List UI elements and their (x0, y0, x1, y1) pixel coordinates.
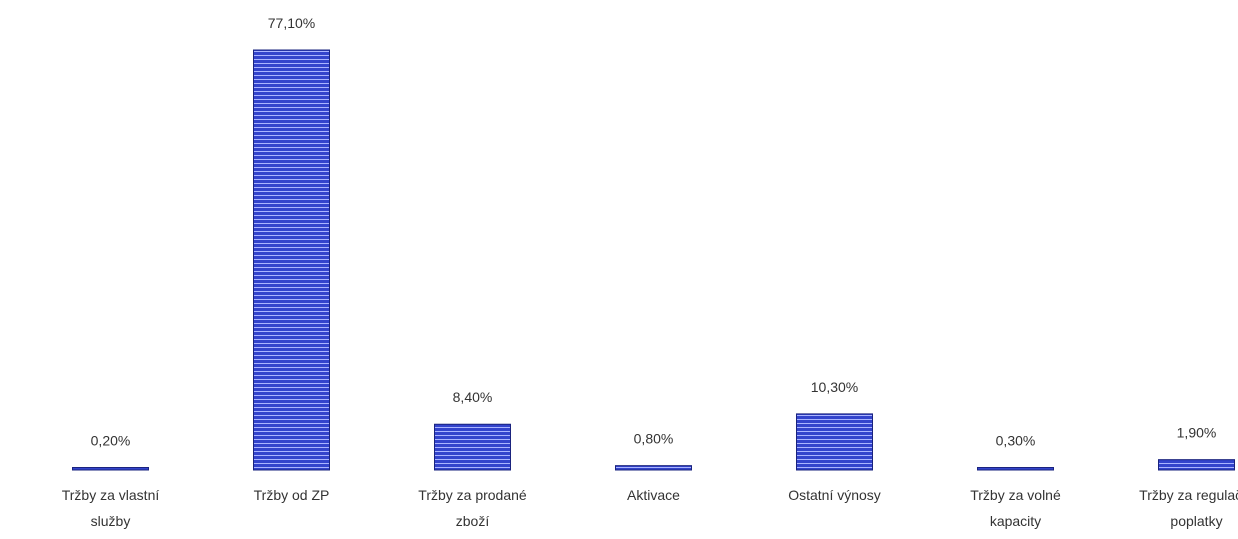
bar-0 (72, 467, 149, 471)
data-label-6: 1,90% (1177, 425, 1217, 441)
bar-1 (253, 49, 330, 471)
bar-3 (615, 465, 692, 471)
bar-4 (796, 413, 873, 471)
data-label-3: 0,80% (634, 431, 674, 447)
labels-layer: 0,20% Tržby za vlastní služby 77,10% Tržby o… (62, 15, 1238, 529)
category-label-0: Tržby za vlastní služby (62, 487, 160, 529)
category-label-3: Aktivace (627, 487, 680, 503)
bar-5 (977, 467, 1054, 471)
data-label-5: 0,30% (996, 433, 1036, 449)
data-label-1: 77,10% (268, 15, 315, 31)
category-label-4: Ostatní výnosy (788, 487, 881, 503)
data-label-0: 0,20% (91, 433, 131, 449)
data-label-4: 10,30% (811, 379, 858, 395)
bar-6 (1158, 459, 1235, 471)
bars-layer (72, 49, 1235, 471)
data-label-2: 8,40% (453, 389, 493, 405)
bar-2 (434, 423, 511, 471)
category-label-6: Tržby za regulačnípoplatky (1139, 487, 1238, 529)
category-label-1: Tržby od ZP (254, 487, 330, 503)
category-label-2: Tržby za prodané zboží (418, 487, 527, 529)
category-label-5: Tržby za volné kapacity (970, 487, 1061, 529)
